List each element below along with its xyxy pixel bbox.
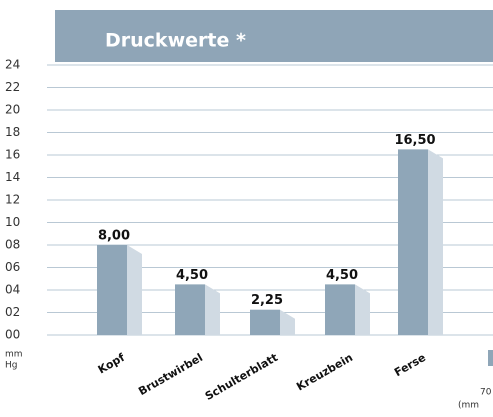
value-label: 16,50 <box>394 133 435 148</box>
y-tick-label: 18 <box>5 125 20 139</box>
x-tick-label: Schulterblatt <box>203 351 280 403</box>
bar <box>398 149 428 335</box>
x-tick-label: Brustwirbel <box>136 351 205 398</box>
x-tick-label: Kreuzbein <box>294 351 355 394</box>
bar-side <box>280 309 295 335</box>
bar-side <box>127 245 142 335</box>
bar-side <box>428 149 443 335</box>
y-unit: mm <box>5 350 23 360</box>
y-tick-label: 04 <box>5 283 20 297</box>
y-tick-label: 24 <box>5 58 20 72</box>
value-label: 4,50 <box>326 268 358 283</box>
legend-text: 70 <box>480 388 492 398</box>
y-tick-label: 00 <box>5 328 20 342</box>
bar <box>250 309 280 335</box>
y-tick-label: 12 <box>5 193 20 207</box>
value-label: 2,25 <box>251 293 283 308</box>
y-unit: Hg <box>5 361 17 371</box>
value-label: 4,50 <box>176 268 208 283</box>
bar <box>97 245 127 335</box>
y-tick-label: 08 <box>5 238 20 252</box>
y-tick-label: 16 <box>5 148 20 162</box>
y-tick-label: 14 <box>5 170 20 184</box>
y-tick-label: 20 <box>5 103 20 117</box>
y-tick-label: 06 <box>5 260 20 274</box>
bar <box>175 284 205 335</box>
value-label: 8,00 <box>98 229 130 244</box>
header-band <box>55 10 493 62</box>
x-tick-label: Ferse <box>392 351 428 379</box>
bar-side <box>205 284 220 335</box>
bar-side <box>355 284 370 335</box>
x-tick-label: Kopf <box>96 351 127 377</box>
bar <box>325 284 355 335</box>
legend-text: (mm <box>458 401 479 411</box>
y-tick-label: 10 <box>5 215 20 229</box>
y-tick-label: 22 <box>5 80 20 94</box>
y-tick-label: 02 <box>5 305 20 319</box>
chart-title: Druckwerte * <box>105 30 246 52</box>
legend-swatch <box>488 350 493 366</box>
